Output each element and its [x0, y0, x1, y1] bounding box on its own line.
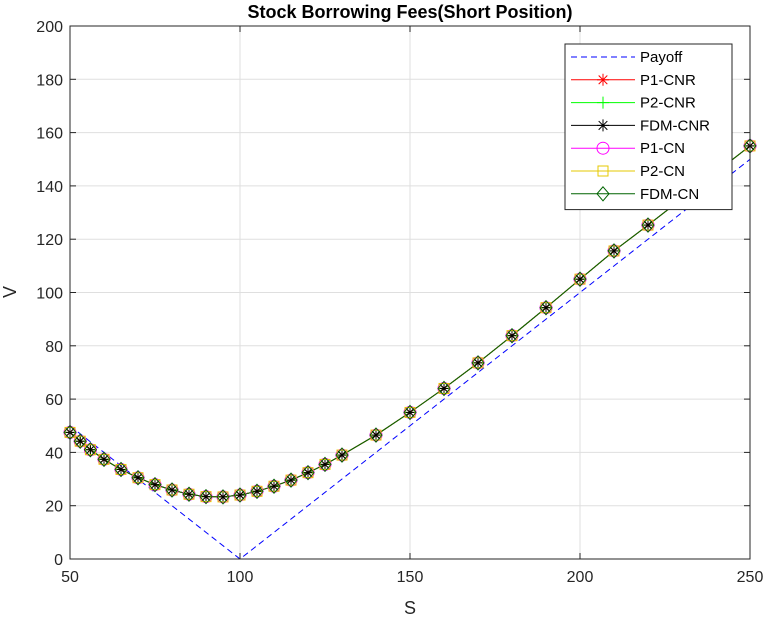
legend-label-fdm-cn: FDM-CN	[640, 186, 699, 203]
data-point-fdm-cn	[233, 487, 247, 503]
y-axis-label: V	[0, 286, 20, 298]
y-tick-label: 140	[36, 179, 63, 196]
legend-label-p1-cnr: P1-CNR	[640, 72, 696, 89]
data-point-fdm-cn	[284, 472, 298, 488]
data-point-fdm-cn	[318, 456, 332, 473]
chart-title: Stock Borrowing Fees(Short Position)	[247, 2, 572, 22]
data-point-p2-cn	[540, 302, 552, 314]
data-point-p2-cn	[506, 330, 518, 342]
data-point-p2-cn	[336, 449, 348, 461]
data-point-p2-cn	[98, 453, 110, 465]
axis-ticks: 50 100 150 200 250 0 20 40 60 80 100 120 140 160 180 20…	[36, 19, 763, 586]
x-tick-label: 250	[737, 569, 764, 586]
y-tick-label: 80	[45, 339, 63, 356]
data-point-fdm-cn	[165, 482, 179, 498]
legend-label-p2-cnr: P2-CNR	[640, 95, 696, 112]
data-point-fdm-cn	[573, 271, 587, 287]
data-point-p2-cn	[84, 444, 96, 456]
x-tick-label: 100	[227, 569, 254, 586]
y-tick-label: 20	[45, 499, 63, 516]
y-tick-label: 60	[45, 392, 63, 409]
series-line-fdm-cn	[69, 145, 751, 498]
data-point-fdm-cn	[131, 469, 145, 486]
data-point-fdm-cn	[83, 441, 98, 458]
legend-marker-p2-cnr	[597, 96, 609, 109]
data-point-fdm-cn	[250, 483, 264, 500]
legend-label-payoff: Payoff	[640, 49, 683, 66]
data-point-fdm-cn	[148, 476, 162, 493]
x-tick-label: 200	[567, 569, 594, 586]
data-point-fdm-cn	[267, 478, 281, 495]
legend-marker-fdm-cnr	[597, 119, 609, 132]
data-point-p2-cn	[183, 488, 195, 500]
data-point-fdm-cn	[607, 243, 621, 259]
data-point-p2-cn	[200, 491, 212, 503]
data-point-fdm-cn	[114, 461, 128, 478]
data-point-fdm-cn	[182, 486, 196, 503]
data-point-p2-cn	[285, 474, 297, 486]
data-point-fdm-cn	[539, 299, 553, 316]
data-point-p2-cn	[166, 484, 178, 496]
data-point-p2-cn	[472, 357, 484, 369]
data-point-fdm-cn	[199, 488, 213, 505]
data-point-p2-cn	[149, 479, 161, 491]
data-point-p2-cn	[217, 491, 229, 503]
data-point-p2-cn	[404, 406, 416, 418]
data-point-fdm-cn	[403, 404, 417, 421]
data-point-p2-cn	[370, 429, 382, 441]
data-point-p2-cn	[302, 467, 314, 479]
data-point-fdm-cn	[335, 447, 349, 463]
data-point-fdm-cn	[369, 427, 383, 443]
y-tick-label: 180	[36, 72, 63, 89]
legend-marker-p1-cn	[596, 141, 610, 155]
legend-marker-fdm-cn	[596, 186, 610, 202]
y-tick-label: 200	[36, 19, 63, 36]
x-axis-label: S	[404, 598, 416, 618]
legend: Payoff P1-CNR P2-CNR FDM-CNR P1-CN P2-CN FDM-C…	[564, 43, 733, 211]
data-point-fdm-cn	[73, 433, 87, 449]
data-point-p2-cn	[642, 219, 654, 231]
legend-label-p1-cn: P1-CN	[640, 140, 685, 157]
legend-marker-p1-cnr	[597, 73, 609, 86]
data-point-fdm-cn	[471, 355, 485, 371]
marker-stroke	[598, 75, 608, 85]
data-point-p2-cn	[234, 489, 246, 501]
x-tick-label: 50	[61, 569, 79, 586]
data-point-fdm-cn	[641, 217, 655, 233]
data-point-fdm-cn	[216, 489, 230, 505]
data-point-p2-cn	[74, 435, 86, 447]
y-tick-label: 40	[45, 445, 63, 462]
legend-box	[564, 43, 733, 211]
data-point-fdm-cn	[97, 451, 111, 468]
x-tick-label: 150	[397, 569, 424, 586]
data-point-p2-cn	[251, 485, 263, 497]
data-point-p2-cn	[115, 463, 127, 475]
data-point-p2-cn	[608, 245, 620, 257]
legend-label-fdm-cnr: FDM-CNR	[640, 117, 710, 134]
data-point-p2-cn	[438, 382, 450, 394]
data-point-p2-cn	[319, 458, 331, 470]
y-tick-label: 100	[36, 286, 63, 303]
data-point-p2-cn	[574, 273, 586, 285]
legend-label-p2-cn: P2-CN	[640, 163, 685, 180]
y-tick-label: 160	[36, 126, 63, 143]
data-point-fdm-cn	[505, 327, 519, 344]
y-tick-label: 0	[54, 552, 63, 569]
marker-stroke	[598, 120, 608, 131]
series-lines	[69, 145, 751, 560]
y-tick-label: 120	[36, 232, 63, 249]
legend-marker-p2-cn	[597, 165, 609, 177]
data-point-p2-cn	[268, 480, 280, 492]
data-point-fdm-cn	[301, 464, 315, 481]
data-point-p2-cn	[132, 472, 144, 484]
data-point-fdm-cn	[437, 380, 451, 397]
